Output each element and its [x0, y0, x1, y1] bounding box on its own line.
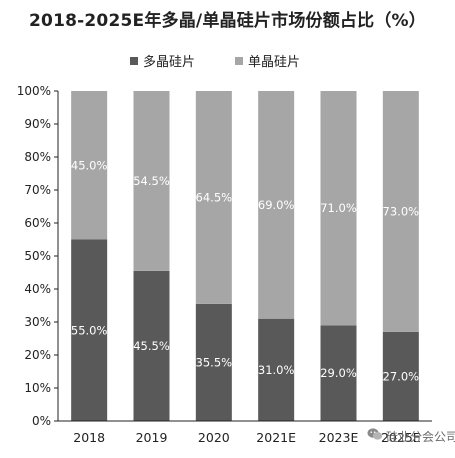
- bar-segment-mono-2018: [71, 91, 108, 240]
- bar-segment-mono-2020: [195, 91, 232, 304]
- y-tick-label: 60%: [24, 216, 51, 230]
- data-label: 73.0%: [383, 204, 420, 218]
- x-axis: 2018 2019 2020 2021E 2023E 2025E: [58, 420, 432, 445]
- bar-segment-multi-2018: [71, 239, 108, 421]
- y-axis: 0% 10% 20% 30% 40% 50% 60% 70% 80% 90% 100%: [17, 84, 59, 428]
- y-tick-label: 70%: [24, 183, 51, 197]
- data-label: 45.0%: [71, 158, 108, 172]
- y-tick-label: 40%: [24, 282, 51, 296]
- x-tick-label: 2020: [198, 430, 230, 445]
- y-tick-label: 90%: [24, 117, 51, 131]
- watermark-text: 硅业分会公司: [386, 430, 455, 444]
- y-tick-label: 20%: [24, 348, 51, 362]
- legend-label-0: 多晶硅片: [143, 54, 195, 70]
- bar-segment-mono-2021E: [258, 91, 295, 319]
- bar-segment-mono-2025E: [382, 91, 419, 332]
- data-label: 69.0%: [258, 198, 295, 212]
- y-tick-label: 10%: [24, 381, 51, 395]
- y-tick-label: 80%: [24, 150, 51, 164]
- x-tick-label: 2023E: [319, 430, 359, 445]
- data-label: 45.5%: [133, 339, 170, 353]
- data-label: 35.5%: [196, 355, 233, 369]
- data-label: 54.5%: [133, 174, 170, 188]
- bar-segment-multi-2023E: [320, 325, 357, 421]
- y-tick-label: 0%: [32, 414, 51, 428]
- bar-segment-mono-2019: [133, 91, 170, 271]
- x-tick-label: 2019: [136, 430, 168, 445]
- data-label: 64.5%: [196, 190, 233, 204]
- wechat-icon: [367, 428, 383, 440]
- data-label: 55.0%: [71, 323, 108, 337]
- x-tick-label: 2021E: [256, 430, 296, 445]
- data-labels: 55.0% 45.0% 45.5% 54.5% 35.5% 64.5% 31.0% 69.0%…: [71, 158, 419, 383]
- bars: [71, 91, 419, 421]
- bar-segment-multi-2020: [195, 303, 232, 421]
- chart-title: 2018-2025E年多晶/单晶硅片市场份额占比（%）: [29, 11, 426, 31]
- x-tick-label: 2025E: [381, 430, 421, 445]
- legend-label-1: 单晶硅片: [248, 55, 300, 70]
- bar-segment-multi-2025E: [382, 331, 419, 421]
- bar-segment-multi-2021E: [258, 318, 295, 421]
- y-tick-label: 100%: [17, 84, 51, 98]
- data-label: 31.0%: [258, 363, 295, 377]
- bar-segment-multi-2019: [133, 270, 170, 421]
- y-tick-label: 30%: [24, 315, 51, 329]
- y-tick-label: 50%: [24, 249, 51, 263]
- data-label: 71.0%: [320, 201, 357, 215]
- legend-swatch-1: [235, 57, 243, 65]
- data-label: 27.0%: [383, 369, 420, 383]
- bar-segment-mono-2023E: [320, 91, 357, 326]
- x-tick-label: 2018: [73, 430, 105, 445]
- data-label: 29.0%: [320, 366, 357, 380]
- legend: 多晶硅片 单晶硅片: [130, 54, 300, 70]
- legend-swatch-0: [130, 57, 138, 65]
